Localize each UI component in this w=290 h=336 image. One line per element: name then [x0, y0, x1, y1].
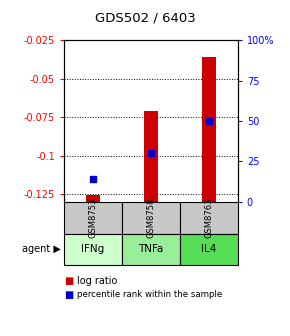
Bar	[86, 195, 100, 202]
Text: TNFa: TNFa	[138, 245, 164, 254]
Text: GSM8758: GSM8758	[146, 197, 155, 238]
Text: GDS502 / 6403: GDS502 / 6403	[95, 12, 195, 25]
Text: percentile rank within the sample: percentile rank within the sample	[77, 290, 222, 299]
Text: IL4: IL4	[201, 245, 217, 254]
Text: agent ▶: agent ▶	[22, 245, 61, 254]
Bar	[202, 57, 216, 202]
Bar	[144, 111, 158, 202]
Text: ■: ■	[64, 276, 73, 286]
Text: log ratio: log ratio	[77, 276, 117, 286]
Text: ■: ■	[64, 290, 73, 300]
Text: GSM8753: GSM8753	[88, 197, 97, 238]
Text: IFNg: IFNg	[81, 245, 104, 254]
Text: GSM8763: GSM8763	[204, 197, 213, 238]
